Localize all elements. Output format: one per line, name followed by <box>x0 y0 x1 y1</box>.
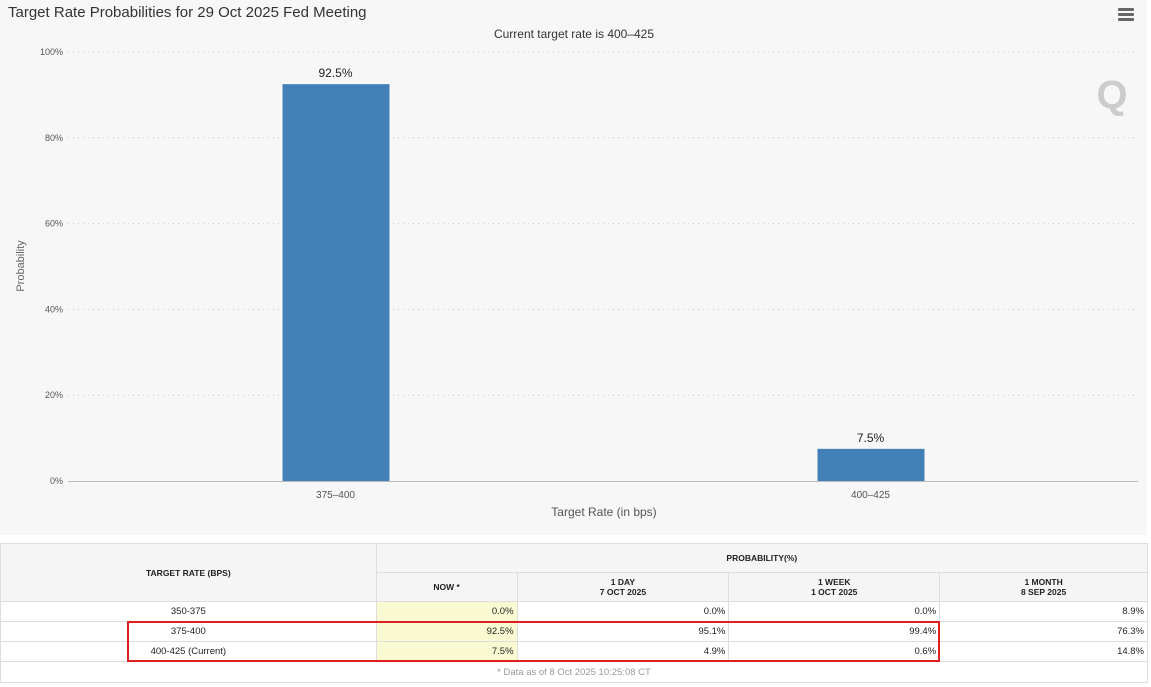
subcol-date: 8 SEP 2025 <box>1020 587 1067 597</box>
y-axis-label: Probability <box>15 240 27 292</box>
x-tick-label: 375–400 <box>316 490 355 501</box>
chart-container: Target Rate Probabilities for 29 Oct 202… <box>8 4 1138 519</box>
data-label: 92.5% <box>318 66 352 80</box>
table-row: 350-375 0.0% 0.0% 0.0% 8.9% <box>0 601 1148 622</box>
col-target-rate: TARGET RATE (BPS) <box>0 543 377 602</box>
probability-cell: 14.8% <box>939 641 1148 662</box>
chart-subtitle: Current target rate is 400–425 <box>494 27 654 41</box>
data-label: 7.5% <box>857 431 885 445</box>
hamburger-icon[interactable] <box>1118 8 1134 22</box>
subcol-header: NOW * <box>375 572 518 602</box>
subcol-header: 1 MONTH 8 SEP 2025 <box>939 572 1148 602</box>
chart-title: Target Rate Probabilities for 29 Oct 202… <box>8 4 367 21</box>
bar-400–425 <box>817 448 925 481</box>
probability-cell: 7.5% <box>375 641 518 662</box>
y-tick-label: 60% <box>45 219 63 229</box>
probability-table: TARGET RATE (BPS) PROBABILITY(%) NOW * 1 D… <box>0 543 1149 683</box>
watermark-logo: Q <box>1096 73 1127 117</box>
y-tick-label: 0% <box>50 476 63 486</box>
col-probability: PROBABILITY(%) <box>375 543 1149 573</box>
x-axis-label: Target Rate (in bps) <box>551 505 656 519</box>
probability-cell: 0.0% <box>375 601 518 622</box>
y-tick-label: 80% <box>45 133 63 143</box>
y-tick-label: 20% <box>45 390 63 400</box>
subcol-label: 1 MONTH <box>1024 577 1063 587</box>
probability-cell: 8.9% <box>939 601 1148 622</box>
subcol-label: 1 DAY <box>610 577 636 587</box>
bar-375–400 <box>282 84 390 482</box>
probability-cell: 0.0% <box>516 601 730 622</box>
subcol-header: 1 DAY 7 OCT 2025 <box>516 572 730 602</box>
y-tick-label: 40% <box>45 304 63 314</box>
y-tick-label: 100% <box>40 47 63 57</box>
subcol-date: 1 OCT 2025 <box>811 587 858 597</box>
probability-cell: 76.3% <box>939 621 1148 642</box>
rate-cell: 350-375 <box>0 601 377 622</box>
bar-chart: Current target rate is 400–425 0% 20% 40% 60… <box>15 27 1138 519</box>
subcol-header: 1 WEEK 1 OCT 2025 <box>728 572 941 602</box>
subcol-label: NOW * <box>433 582 460 592</box>
highlight-box <box>127 621 940 662</box>
subcol-date: 7 OCT 2025 <box>599 587 647 597</box>
x-tick-label: 400–425 <box>851 490 890 501</box>
probability-cell: 0.0% <box>728 601 941 622</box>
subcol-label: 1 WEEK <box>817 577 851 587</box>
footnote: * Data as of 8 Oct 2025 10:25:08 CT <box>0 661 1148 683</box>
